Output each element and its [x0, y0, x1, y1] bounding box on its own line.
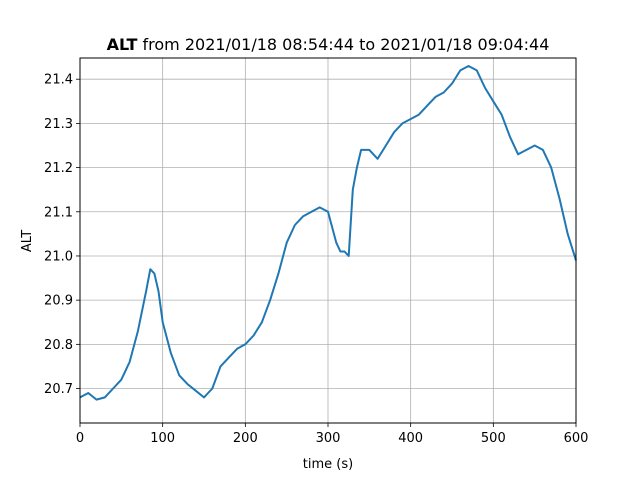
chart-title-rest: from 2021/01/18 08:54:44 to 2021/01/18 0…	[137, 35, 549, 54]
x-tick-label: 600	[564, 431, 589, 446]
series-line	[79, 65, 577, 401]
y-tick-label: 21.3	[44, 117, 73, 132]
x-tick-label: 100	[150, 431, 175, 446]
chart-title-bold: ALT	[107, 35, 138, 54]
x-axis: 0 100 200 300 400 500 600	[76, 423, 589, 446]
y-axis-label: ALT	[20, 230, 35, 252]
y-tick-label: 20.9	[44, 294, 73, 309]
x-axis-label: time (s)	[303, 457, 353, 472]
y-tick-label: 21.2	[44, 161, 73, 176]
y-tick-label: 21.0	[44, 249, 73, 264]
x-tick-label: 400	[398, 431, 423, 446]
y-tick-label: 20.8	[44, 338, 73, 353]
y-tick-label: 21.4	[44, 73, 73, 88]
y-tick-label: 21.1	[44, 205, 73, 220]
x-tick-label: 200	[233, 431, 258, 446]
x-tick-label: 500	[481, 431, 506, 446]
y-axis: 20.7 20.8 20.9 21.0 21.1 21.2 21.3 21.4	[44, 73, 80, 397]
y-tick-label: 20.7	[44, 382, 73, 397]
x-tick-label: 0	[76, 431, 84, 446]
x-tick-label: 300	[316, 431, 341, 446]
chart-title: ALT from 2021/01/18 08:54:44 to 2021/01/…	[107, 35, 550, 54]
plot-area	[79, 65, 577, 401]
grid	[79, 58, 577, 423]
